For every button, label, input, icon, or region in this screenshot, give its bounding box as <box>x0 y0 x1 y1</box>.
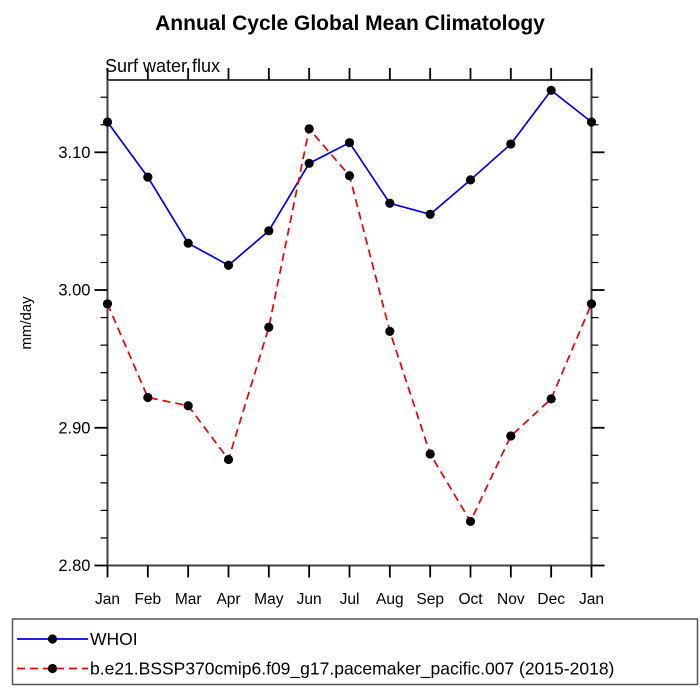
data-point <box>425 449 435 459</box>
y-tick-labels: 2.80 2.90 3.00 3.10 <box>58 144 90 575</box>
data-point <box>546 394 556 404</box>
data-point <box>425 209 435 219</box>
data-point <box>506 139 516 149</box>
legend-swatch-marker <box>47 663 58 674</box>
y-minor-ticks <box>100 96 599 539</box>
data-point <box>264 322 274 332</box>
data-point <box>183 238 193 248</box>
y-major-ticks <box>94 151 605 567</box>
x-tick-label: Aug <box>376 591 404 608</box>
data-point <box>344 138 355 148</box>
data-point <box>223 454 234 465</box>
data-point <box>102 117 113 127</box>
y-axis-title: mm/day <box>18 296 35 350</box>
data-point <box>223 260 234 270</box>
x-tick-label: Mar <box>175 591 202 608</box>
legend-label: b.e21.BSSP370cmip6.f09_g17.pacemaker_pac… <box>90 659 614 680</box>
data-point <box>465 175 476 185</box>
series-line-1 <box>106 127 593 524</box>
x-tick-label: Dec <box>537 591 565 608</box>
y-tick-label: 2.80 <box>58 557 90 575</box>
chart-subtitle: Surf water flux <box>105 56 220 76</box>
data-point <box>304 158 314 168</box>
x-tick-label: Jan <box>579 591 604 608</box>
data-point <box>102 299 113 309</box>
y-tick-label: 3.10 <box>58 144 90 162</box>
legend-entries: WHOI b.e21.BSSP370cmip6.f09_g17.pacemaker… <box>17 629 614 680</box>
data-point <box>304 124 314 134</box>
plot-border <box>106 79 593 567</box>
x-tick-label: Jun <box>297 591 322 608</box>
chart-title: Annual Cycle Global Mean Climatology <box>155 12 545 35</box>
y-tick-label: 3.00 <box>58 282 90 300</box>
x-tick-label: Apr <box>216 591 240 608</box>
data-point <box>183 401 193 411</box>
x-tick-label: Sep <box>416 591 444 608</box>
legend-label: WHOI <box>90 629 138 649</box>
y-tick-label: 2.90 <box>58 419 90 437</box>
series-lines <box>106 89 593 524</box>
data-point <box>385 326 395 336</box>
legend-box <box>11 618 699 686</box>
data-point <box>586 299 597 309</box>
legend-swatch-marker <box>47 634 58 644</box>
data-point <box>344 171 355 181</box>
x-tick-label: Jan <box>95 591 120 608</box>
x-tick-label: Feb <box>134 591 161 608</box>
x-tick-label: Jul <box>340 591 360 608</box>
legend: WHOI b.e21.BSSP370cmip6.f09_g17.pacemaker… <box>11 618 699 686</box>
data-point <box>143 392 153 403</box>
x-tick-label: Oct <box>458 591 483 608</box>
x-tick-label: May <box>254 591 284 608</box>
data-point <box>385 198 395 208</box>
plot-frame <box>106 79 593 567</box>
data-point <box>465 516 476 527</box>
data-point <box>586 117 597 127</box>
series-markers <box>102 85 597 527</box>
x-ticks <box>106 68 593 578</box>
data-point <box>546 85 556 95</box>
data-point <box>506 431 516 441</box>
x-tick-labels: Jan Feb Mar Apr May Jun Jul Aug Sep Oct Nov Dec Jan <box>95 591 604 608</box>
data-point <box>264 226 274 236</box>
x-tick-label: Nov <box>497 591 525 608</box>
data-point <box>143 172 153 182</box>
